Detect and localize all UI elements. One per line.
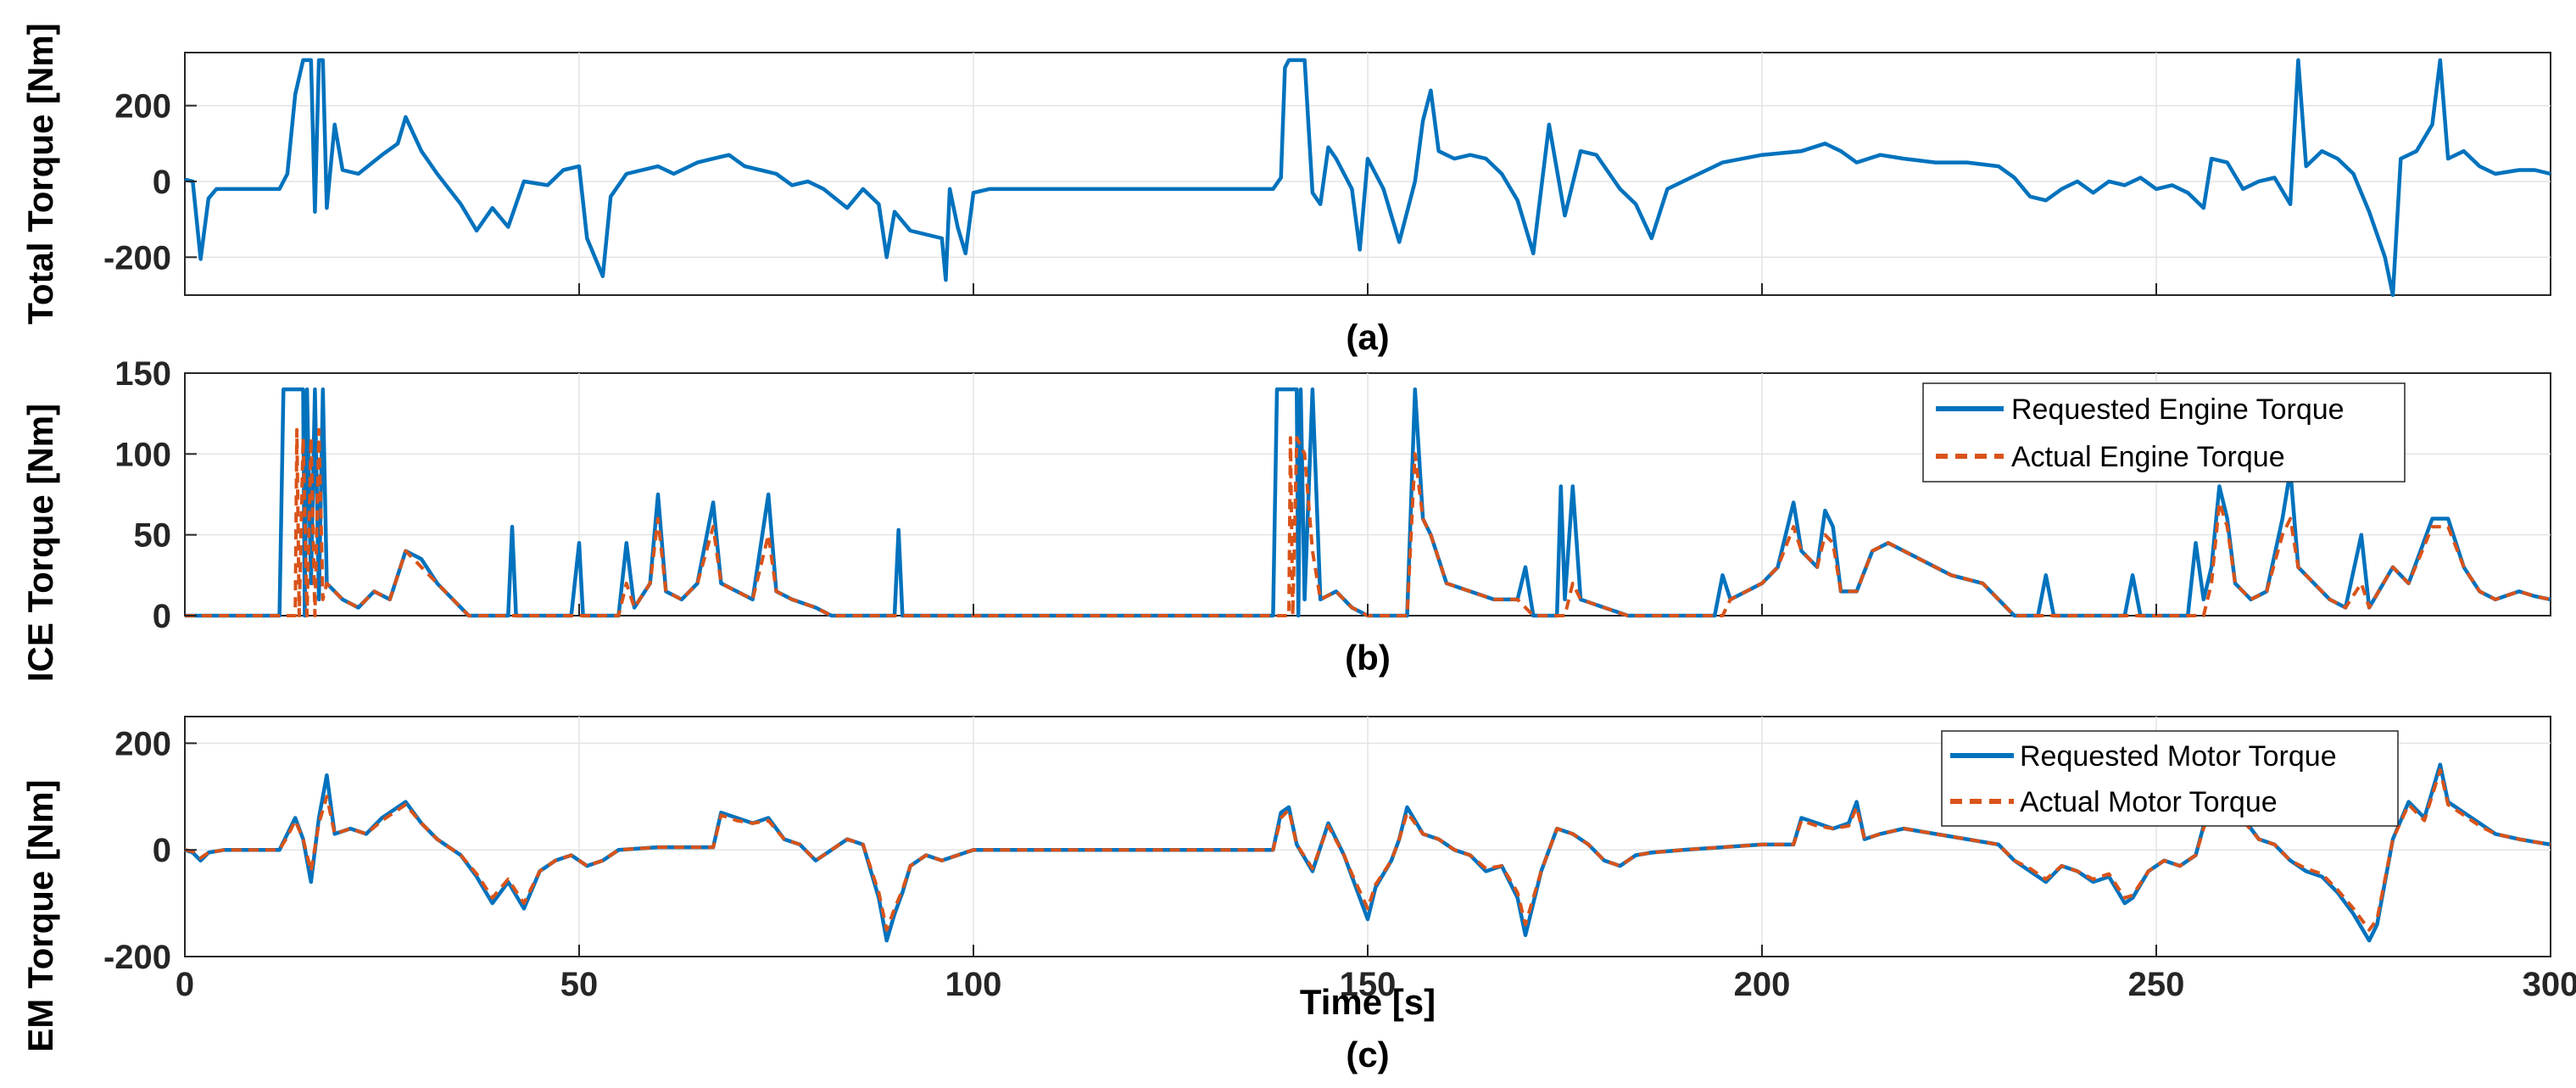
panel-a: -200 0 200 Total Torque [Nm] (a) (20, 23, 2551, 357)
panel-a-ytick-label: 0 (153, 164, 171, 201)
panel-a-ytick-label: -200 (103, 239, 171, 276)
panel-b-caption: (b) (1345, 638, 1391, 678)
panel-c-xtick-label: 250 (2128, 966, 2185, 1003)
panel-a-caption: (a) (1346, 317, 1389, 357)
panel-b-ticks: 0 50 100 150 (114, 355, 2551, 635)
panel-c-xtick-label: 200 (1734, 966, 1791, 1003)
panel-b-ytick-label: 100 (114, 436, 171, 473)
panel-b-ylabel: ICE Torque [Nm] (20, 404, 60, 682)
panel-c-ytick-label: 0 (153, 832, 171, 869)
panel-b-legend: Requested Engine Torque Actual Engine To… (1922, 382, 2406, 483)
panel-c-xtick-label: 150 (1340, 966, 1397, 1003)
panel-c-ytick-label: 200 (114, 725, 171, 762)
panel-b-legend-label-requested: Requested Engine Torque (2011, 393, 2345, 426)
panel-b-legend-label-actual: Actual Engine Torque (2011, 441, 2285, 473)
panel-c-caption: (c) (1346, 1035, 1389, 1074)
panel-c-xtick-label: 0 (176, 966, 194, 1003)
panel-a-series-total-torque-line (184, 58, 2551, 298)
panel-b-ytick-label: 50 (134, 517, 172, 555)
panel-a-ylabel: Total Torque [Nm] (20, 23, 60, 324)
panel-b-series-actual-engine-torque-line (185, 427, 2551, 617)
panel-b-ytick-label: 150 (114, 355, 171, 393)
panel-a-plot (184, 58, 2551, 298)
panel-b-ytick-label: 0 (153, 598, 171, 635)
panel-c-legend-label-actual: Actual Motor Torque (2020, 786, 2278, 818)
panel-b-plot (185, 387, 2551, 618)
panel-c-ytick-label: -200 (103, 939, 171, 976)
panel-c-legend-box (1941, 730, 2399, 827)
panel-b-legend-box (1922, 382, 2406, 483)
panel-c-legend-label-requested: Requested Motor Torque (2020, 740, 2337, 773)
panel-c-ylabel: EM Torque [Nm] (20, 779, 60, 1052)
panel-a-ticks: -200 0 200 (103, 88, 2551, 295)
panel-c-xlabel: Time [s] (1300, 982, 1436, 1022)
panel-c-xtick-label: 300 (2523, 966, 2576, 1003)
panel-b: 0 50 100 150 ICE Torque [Nm] (b) Requested … (20, 355, 2551, 682)
panel-c-legend: Requested Motor Torque Actual Motor Torq… (1941, 730, 2399, 827)
panel-c-xtick-label: 100 (945, 966, 1002, 1003)
panel-c-xtick-label: 50 (560, 966, 599, 1003)
panel-a-ytick-label: 200 (114, 88, 171, 126)
